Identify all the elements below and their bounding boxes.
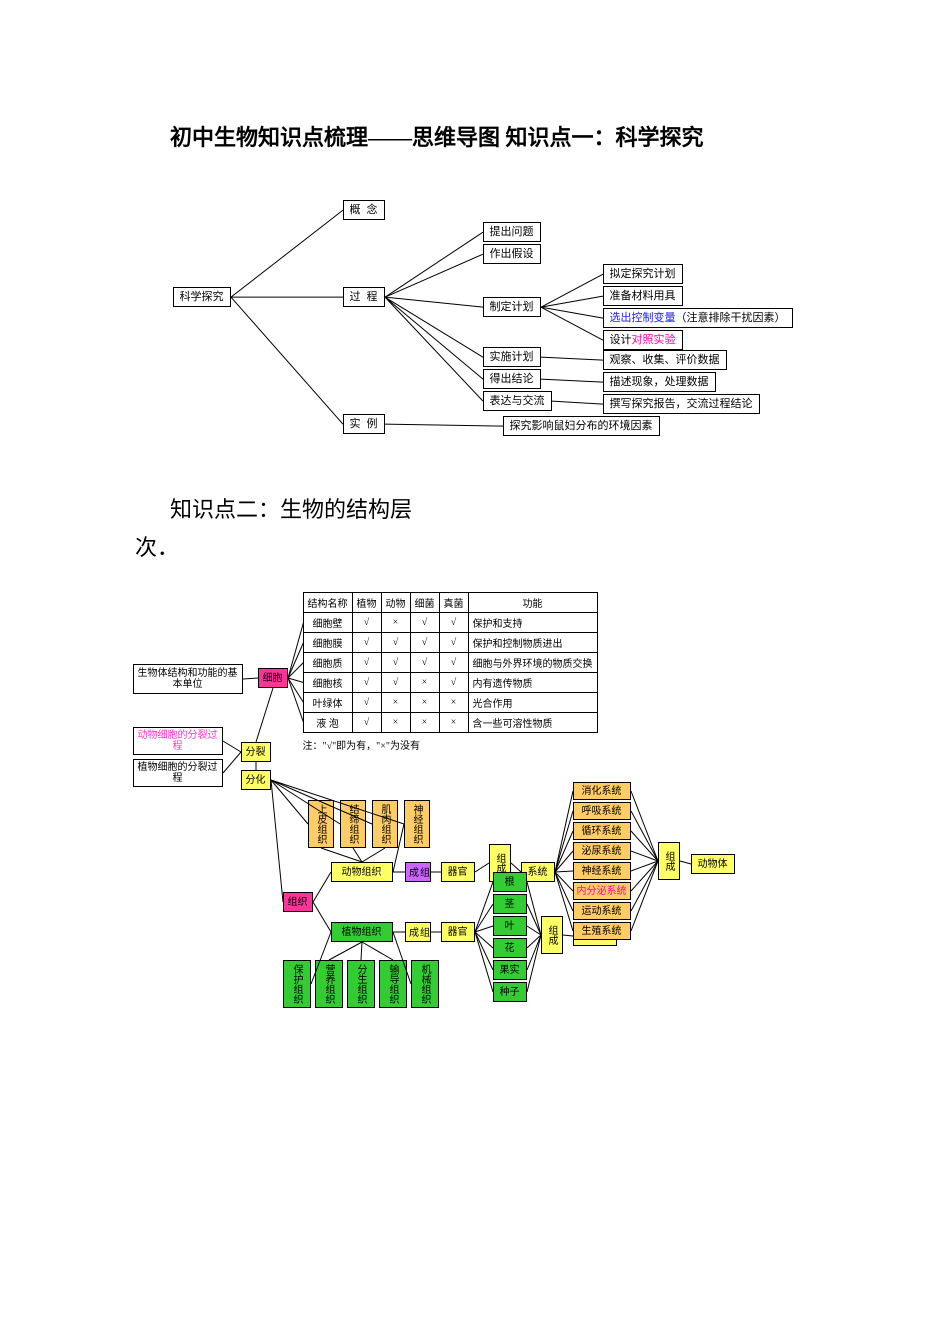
- page-title: 初中生物知识点梳理——思维导图 知识点一：科学探究: [0, 120, 945, 152]
- section2-sub: 次．: [0, 530, 945, 562]
- diagram-2: 结构名称植物动物细菌真菌功能细胞壁√×√√保护和支持细胞膜√√√√保护和控制物质…: [113, 582, 833, 1052]
- diagram-1: 科学探究概念过程实例提出问题作出假设制定计划实施计划得出结论表达与交流拟定探究计…: [133, 182, 813, 442]
- d1-lines: [133, 182, 813, 442]
- d2-lines: [113, 582, 833, 1052]
- section2-title: 知识点二：生物的结构层: [0, 492, 945, 524]
